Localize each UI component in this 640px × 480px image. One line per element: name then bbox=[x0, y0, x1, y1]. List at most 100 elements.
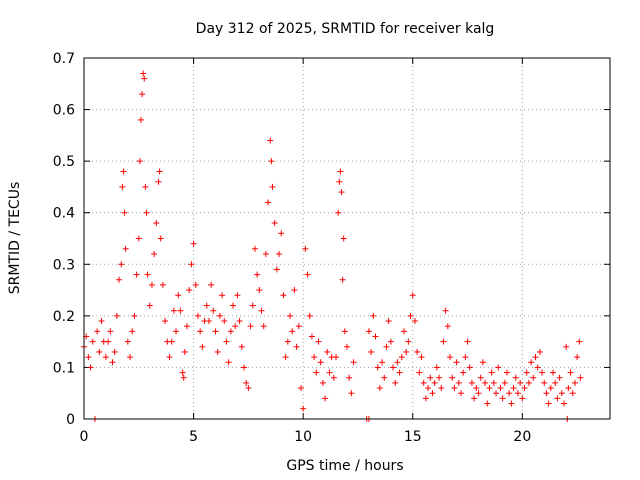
data-point bbox=[376, 385, 383, 392]
data-point bbox=[205, 318, 212, 325]
data-point bbox=[495, 364, 502, 371]
data-point bbox=[383, 343, 390, 350]
data-point bbox=[159, 281, 166, 288]
data-point bbox=[168, 338, 175, 345]
data-point bbox=[336, 178, 343, 185]
data-point bbox=[460, 369, 467, 376]
data-point bbox=[199, 343, 206, 350]
data-point bbox=[339, 276, 346, 283]
data-point bbox=[122, 245, 129, 252]
data-point bbox=[227, 328, 234, 335]
data-point bbox=[291, 287, 298, 294]
data-point bbox=[545, 400, 552, 407]
data-point bbox=[387, 338, 394, 345]
data-point bbox=[488, 369, 495, 376]
gridlines bbox=[84, 58, 610, 419]
data-point bbox=[265, 199, 272, 206]
data-point bbox=[536, 348, 543, 355]
data-point bbox=[262, 250, 269, 257]
data-point bbox=[411, 318, 418, 325]
data-point bbox=[368, 348, 375, 355]
data-point bbox=[249, 302, 256, 309]
data-point bbox=[94, 328, 101, 335]
data-point bbox=[530, 374, 537, 381]
data-point bbox=[466, 364, 473, 371]
data-point bbox=[116, 276, 123, 283]
data-point bbox=[577, 374, 584, 381]
data-point bbox=[137, 116, 144, 123]
data-point bbox=[471, 395, 478, 402]
data-point bbox=[212, 328, 219, 335]
data-point bbox=[444, 323, 451, 330]
data-point bbox=[223, 338, 230, 345]
data-point bbox=[381, 374, 388, 381]
data-point bbox=[129, 328, 136, 335]
data-point bbox=[238, 343, 245, 350]
data-point bbox=[403, 348, 410, 355]
data-point bbox=[425, 385, 432, 392]
data-point bbox=[278, 230, 285, 237]
data-point bbox=[569, 390, 576, 397]
data-point bbox=[192, 281, 199, 288]
data-point bbox=[552, 379, 559, 386]
data-point bbox=[418, 354, 425, 361]
data-point bbox=[346, 374, 353, 381]
data-point bbox=[181, 348, 188, 355]
data-point bbox=[140, 70, 147, 77]
data-point bbox=[414, 348, 421, 355]
data-point bbox=[508, 400, 515, 407]
data-point bbox=[473, 385, 480, 392]
data-point bbox=[433, 364, 440, 371]
data-point bbox=[308, 333, 315, 340]
data-point bbox=[124, 338, 131, 345]
y-tick-label: 0.6 bbox=[53, 103, 75, 119]
data-point bbox=[120, 168, 127, 175]
data-point bbox=[276, 250, 283, 257]
data-point bbox=[258, 307, 265, 314]
data-point bbox=[330, 374, 337, 381]
data-point bbox=[396, 369, 403, 376]
data-point bbox=[256, 287, 263, 294]
data-point bbox=[304, 271, 311, 278]
x-tick-label: 5 bbox=[189, 429, 198, 445]
data-point bbox=[111, 348, 118, 355]
data-point bbox=[521, 385, 528, 392]
data-point bbox=[317, 359, 324, 366]
data-point bbox=[221, 318, 228, 325]
data-point bbox=[289, 328, 296, 335]
data-point bbox=[455, 379, 462, 386]
data-point bbox=[464, 338, 471, 345]
data-point bbox=[315, 338, 322, 345]
data-point bbox=[282, 354, 289, 361]
data-point bbox=[133, 271, 140, 278]
data-point bbox=[143, 209, 150, 216]
data-point bbox=[300, 405, 307, 412]
data-point bbox=[247, 323, 254, 330]
data-point bbox=[118, 261, 125, 268]
data-point bbox=[268, 158, 275, 165]
data-point bbox=[260, 323, 267, 330]
data-point bbox=[348, 390, 355, 397]
data-point bbox=[210, 307, 217, 314]
data-point bbox=[324, 348, 331, 355]
data-point bbox=[166, 354, 173, 361]
data-point bbox=[251, 245, 258, 252]
x-tick-label: 0 bbox=[80, 429, 89, 445]
data-point bbox=[142, 183, 149, 190]
data-point bbox=[547, 385, 554, 392]
data-point bbox=[565, 385, 572, 392]
data-point bbox=[311, 354, 318, 361]
data-point bbox=[539, 369, 546, 376]
y-tick-label: 0.3 bbox=[53, 257, 75, 273]
data-point bbox=[335, 209, 342, 216]
data-point bbox=[447, 354, 454, 361]
y-tick-label: 0.5 bbox=[53, 154, 75, 170]
data-point bbox=[398, 354, 405, 361]
data-point bbox=[449, 374, 456, 381]
data-point bbox=[109, 359, 116, 366]
y-tick-label: 0.1 bbox=[53, 360, 75, 376]
data-point bbox=[297, 385, 304, 392]
y-axis-label: SRMTID / TECUs bbox=[7, 182, 23, 295]
data-point bbox=[119, 183, 126, 190]
data-point bbox=[175, 292, 182, 299]
